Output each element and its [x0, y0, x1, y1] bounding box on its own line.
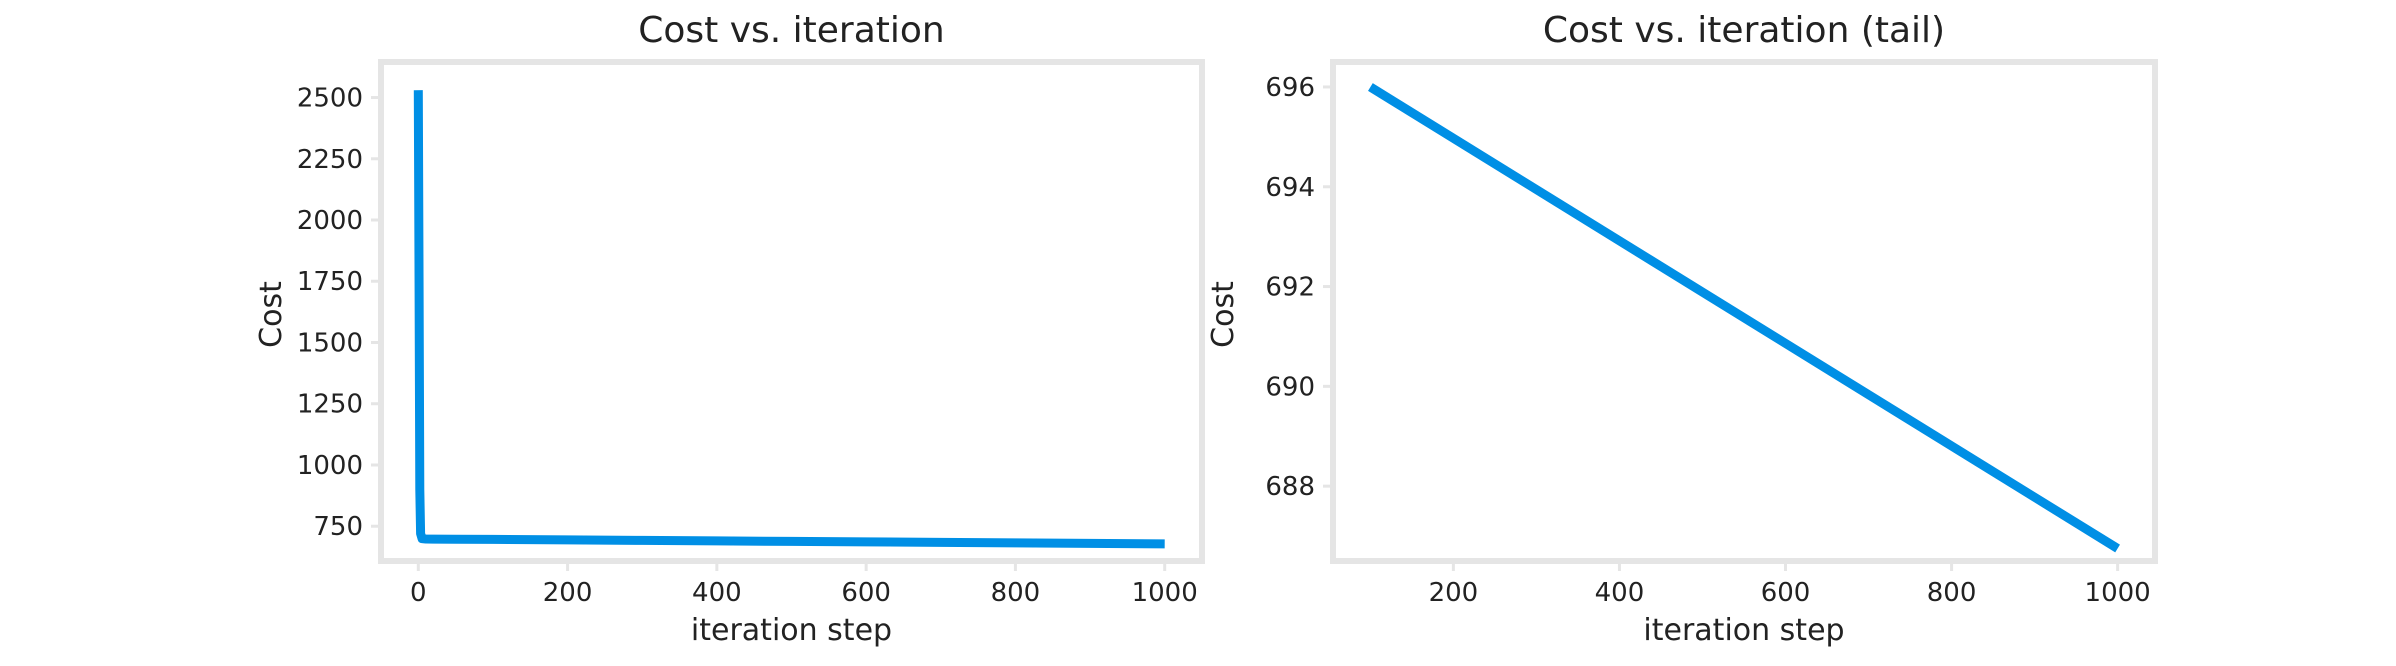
chart-title: Cost vs. iteration (tail)	[1543, 10, 1945, 51]
x-tick-label: 600	[1761, 578, 1811, 608]
plot-frame	[378, 59, 1205, 564]
series-line-cost	[1368, 83, 2120, 553]
chart-2: Cost vs. iteration (tail) 200 400 600 800 100…	[1206, 10, 2158, 648]
y-tick-label: 2000	[297, 206, 363, 236]
y-tick-label: 750	[313, 512, 363, 542]
x-tick-label: 1000	[1132, 578, 1198, 608]
y-axis-label: Cost	[1206, 281, 1241, 348]
x-tick-label: 800	[991, 578, 1041, 608]
y-tick-label: 690	[1265, 372, 1315, 402]
series-line-cost	[413, 90, 1165, 549]
x-tick-label: 1000	[2085, 578, 2151, 608]
x-tick-label: 0	[410, 578, 427, 608]
y-tick-label: 2500	[297, 84, 363, 114]
y-tick-label: 1500	[297, 328, 363, 358]
x-tick-label: 800	[1927, 578, 1977, 608]
y-tick-label: 1000	[297, 451, 363, 481]
x-tick-label: 200	[543, 578, 593, 608]
x-axis-label: iteration step	[1643, 613, 1844, 648]
y-tick-label: 692	[1265, 273, 1315, 303]
y-axis-label: Cost	[254, 281, 289, 348]
chart-1: Cost vs. iteration 0 200 400 600 800 1000 750 10…	[254, 10, 1205, 648]
x-tick-label: 400	[1595, 578, 1645, 608]
chart-title: Cost vs. iteration	[638, 10, 945, 51]
y-tick-label: 1250	[297, 390, 363, 420]
x-tick-label: 600	[841, 578, 891, 608]
x-tick-label: 400	[692, 578, 742, 608]
x-tick-label: 200	[1429, 578, 1479, 608]
y-tick-label: 694	[1265, 173, 1315, 203]
x-axis-label: iteration step	[691, 613, 892, 648]
y-tick-label: 1750	[297, 267, 363, 297]
y-tick-label: 696	[1265, 73, 1315, 103]
plot-frame	[1330, 59, 2158, 564]
y-tick-label: 2250	[297, 145, 363, 175]
y-tick-label: 688	[1265, 472, 1315, 502]
